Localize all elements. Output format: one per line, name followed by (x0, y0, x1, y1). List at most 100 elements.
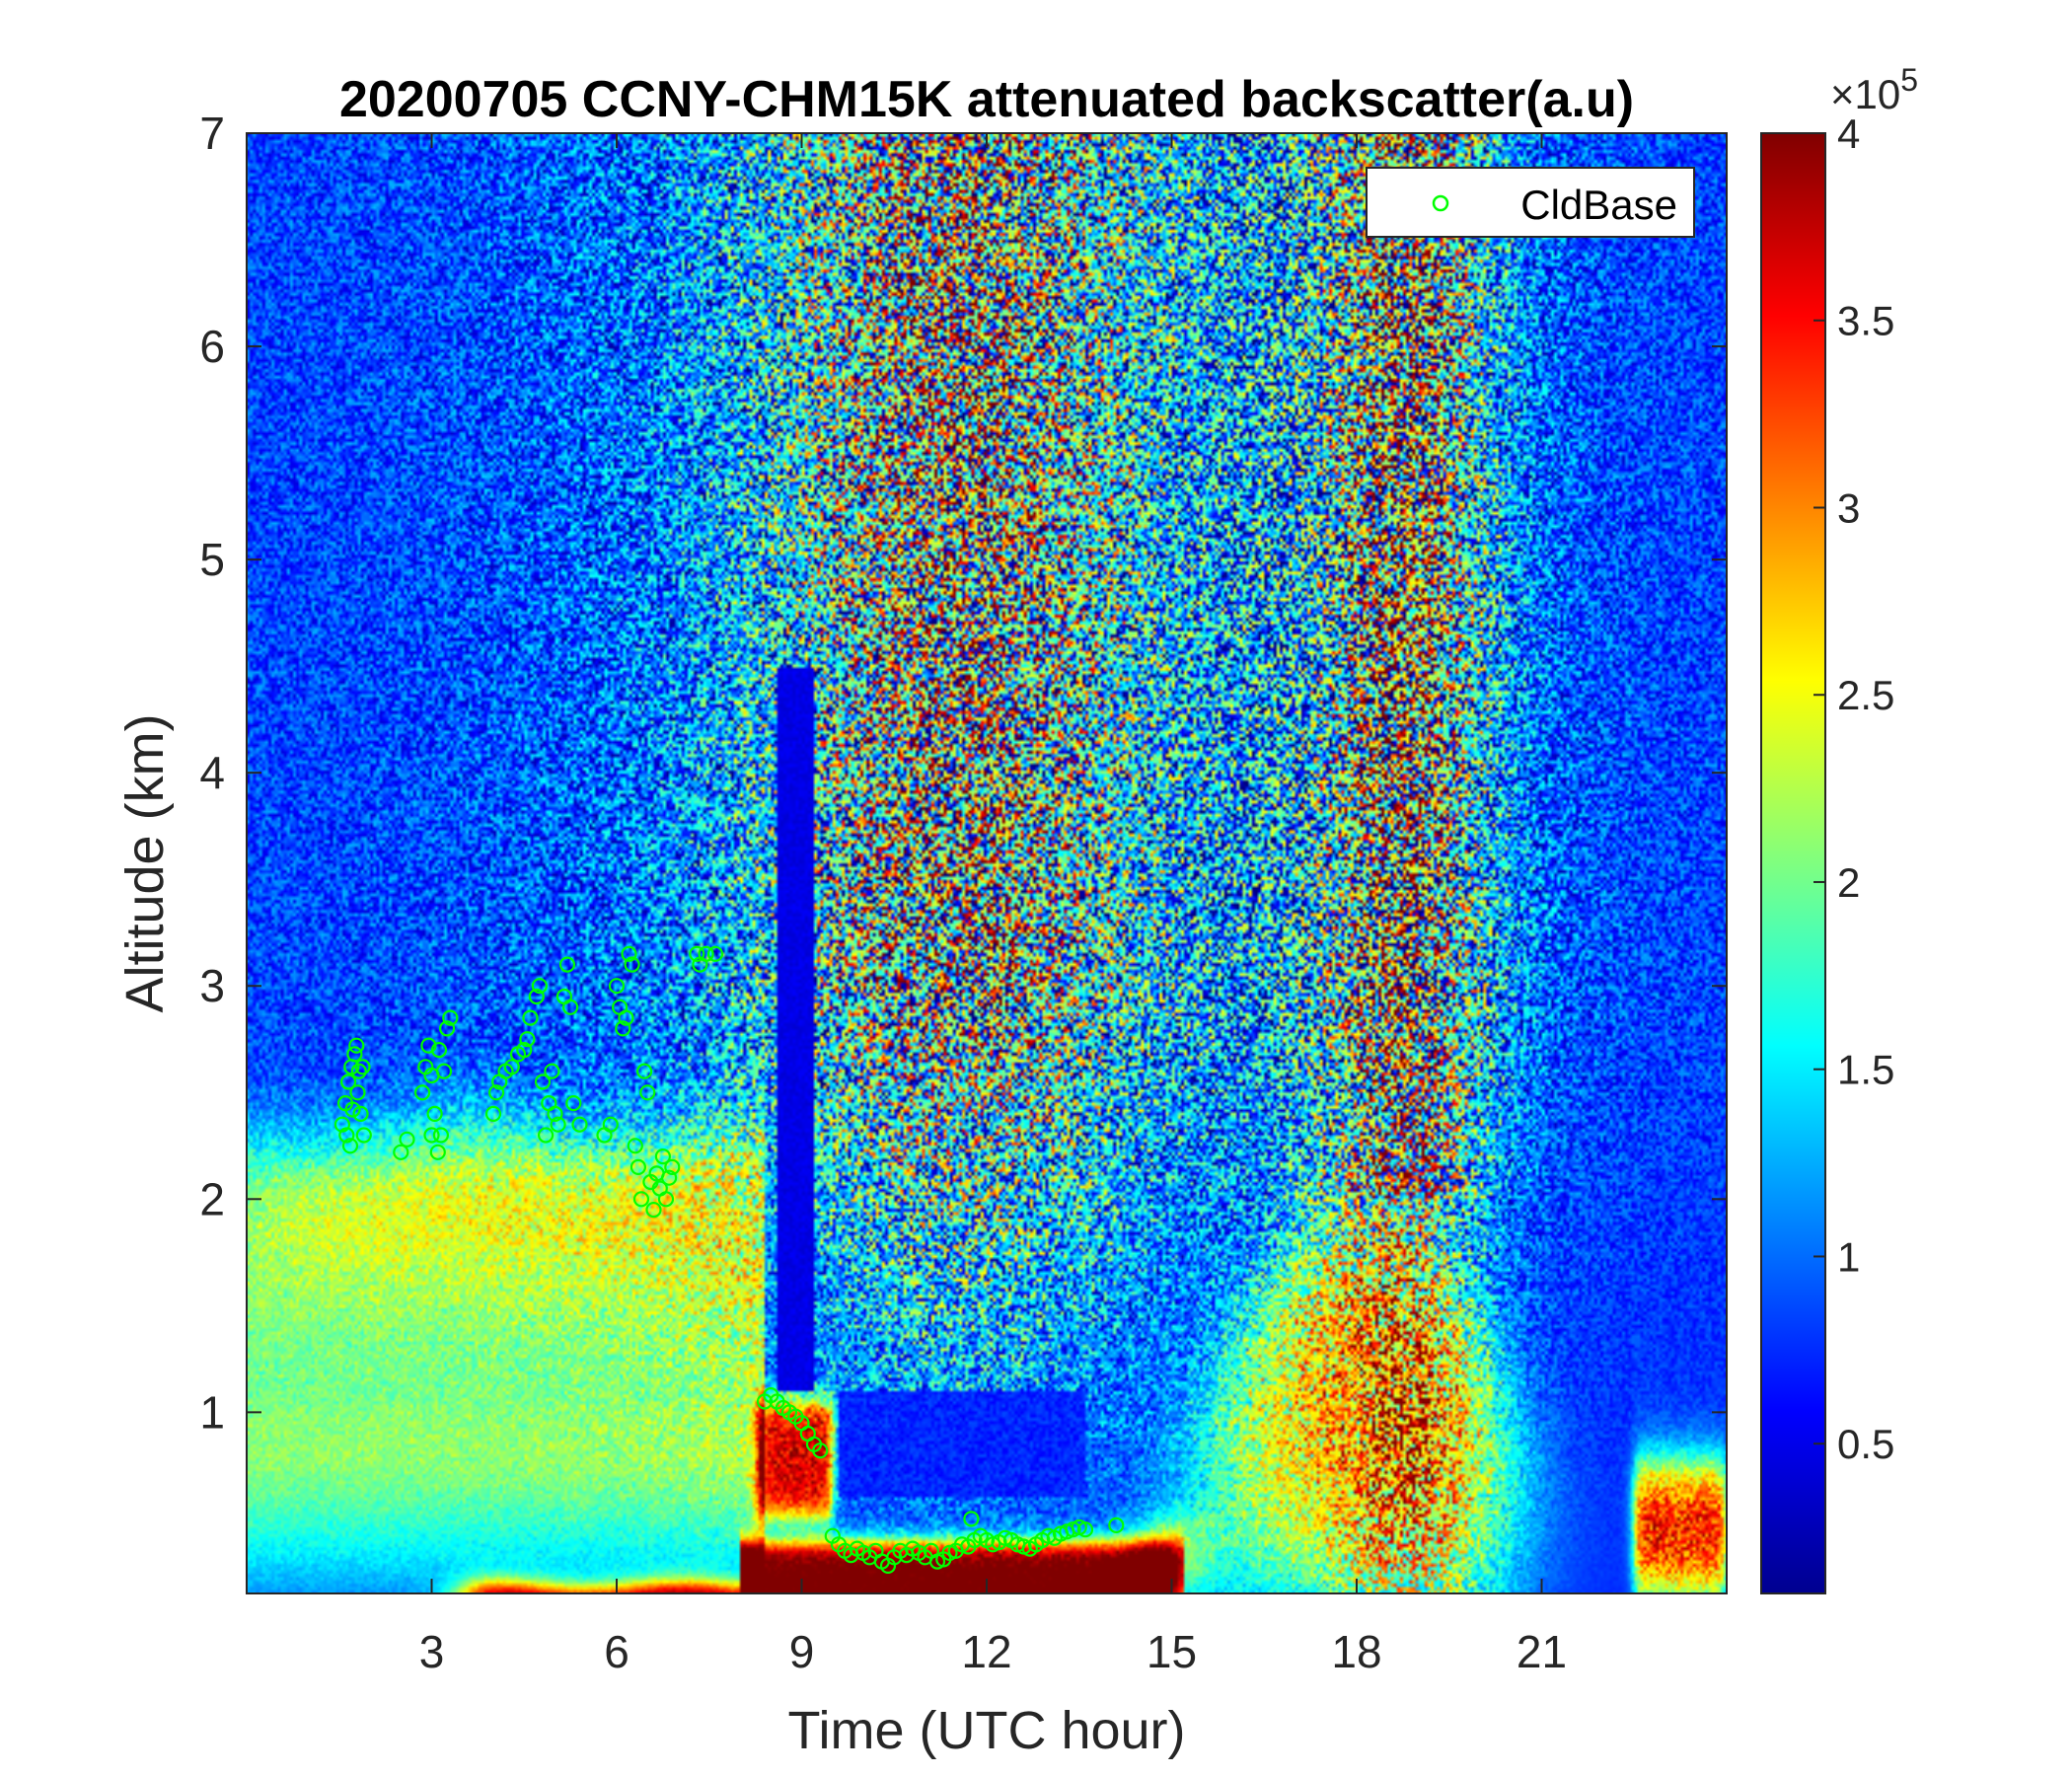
y-tick-label: 3 (199, 960, 225, 1011)
cloud-base-point (602, 1116, 619, 1133)
cloud-base-point (528, 988, 545, 1005)
cloud-base-point (414, 1084, 431, 1101)
chart-title: 20200705 CCNY-CHM15K attenuated backscat… (339, 71, 1634, 128)
cloud-base-point (657, 1191, 675, 1208)
cloud-base-point (519, 1031, 536, 1048)
cloud-base-point (689, 945, 705, 962)
cloud-base-point (618, 1009, 634, 1026)
colorbar-tick-label: 1.5 (1837, 1047, 1894, 1093)
legend-box (1366, 167, 1695, 238)
x-tick-label: 3 (419, 1626, 445, 1677)
cloud-base-point (484, 1105, 502, 1123)
colorbar-tick-label: 1 (1837, 1233, 1860, 1280)
backscatter-heatmap (247, 133, 1727, 1593)
x-axis-label: Time (UTC hour) (787, 1701, 1185, 1760)
cloud-base-point (621, 945, 637, 962)
cloud-base-point (615, 1020, 631, 1037)
cloud-base-point (340, 1073, 357, 1090)
y-tick-label: 7 (199, 108, 225, 159)
colorbar-tick-label: 4 (1837, 111, 1860, 157)
cloud-base-point (430, 1041, 448, 1059)
colorbar-exponent: ×105 (1830, 62, 1918, 117)
cloud-base-point (632, 1191, 650, 1208)
y-tick-label: 5 (199, 534, 225, 585)
cloud-base-point (432, 1127, 449, 1144)
cloud-base-point (341, 1138, 359, 1154)
cloud-base-point (550, 1116, 566, 1133)
y-tick-label: 2 (199, 1173, 225, 1224)
x-tick-label: 9 (789, 1626, 815, 1677)
cloud-base-point (706, 945, 724, 962)
cloud-base-point (503, 1059, 520, 1075)
x-tick-label: 18 (1331, 1626, 1381, 1677)
cloud-base-point (664, 1158, 681, 1176)
cloud-base-point (488, 1084, 505, 1101)
cloud-base-markers (333, 945, 1125, 1575)
colorbar-tick-label: 0.5 (1837, 1421, 1894, 1467)
colorbar-tick-label: 3 (1837, 484, 1860, 531)
cloud-base-point (698, 945, 714, 962)
cloud-base-point (534, 1073, 552, 1090)
cloud-base-point (565, 1094, 582, 1112)
cloud-base-point (349, 1084, 366, 1101)
cloud-base-point (355, 1127, 372, 1144)
cloud-base-point (812, 1443, 829, 1459)
cloud-base-point (645, 1201, 662, 1219)
colorbar (1760, 132, 1826, 1594)
cloud-base-point (426, 1105, 443, 1123)
cloud-base-point (571, 1116, 588, 1133)
x-tick-label: 12 (961, 1626, 1011, 1677)
cloud-base-point (420, 1037, 437, 1054)
cloud-base-point (963, 1511, 980, 1527)
cloud-base-point (627, 1138, 643, 1154)
legend-label: CldBase (1520, 182, 1677, 228)
x-tick-label: 15 (1147, 1626, 1197, 1677)
cloud-base-point (354, 1059, 371, 1075)
cloud-base-point (393, 1144, 409, 1160)
cloud-base-point (522, 1009, 539, 1026)
cloud-base-point (516, 1041, 533, 1059)
cloud-base-point (624, 956, 640, 973)
cloud-base-point (348, 1037, 365, 1054)
y-tick-label: 4 (199, 747, 225, 798)
cloud-base-point (333, 1116, 350, 1133)
x-axis: 3 6 9 12 15 18 21 (419, 133, 1567, 1677)
cloud-base-point (423, 1127, 440, 1144)
cloud-base-point (338, 1127, 355, 1144)
colorbar-exponent-base: ×10 (1830, 71, 1900, 117)
cloud-base-point (561, 999, 579, 1015)
cloud-base-point (1108, 1517, 1125, 1534)
cloud-base-point (639, 1084, 656, 1101)
cloud-base-point (344, 1101, 361, 1118)
cloud-base-point (429, 1144, 446, 1160)
cloud-base-point (352, 1105, 369, 1123)
cloud-base-point (399, 1131, 415, 1147)
cloud-base-point (537, 1127, 555, 1144)
cloud-base-point (558, 956, 576, 973)
x-tick-label: 21 (1517, 1626, 1567, 1677)
cloud-base-point (442, 1009, 459, 1026)
cloud-base-point (350, 1063, 367, 1079)
legend-marker (1432, 194, 1449, 212)
cloud-base-point (654, 1147, 672, 1165)
cloud-base-point (1076, 1521, 1094, 1538)
cloud-base-point (544, 1063, 560, 1079)
x-tick-label: 6 (604, 1626, 629, 1677)
colorbar-exponent-power: 5 (1900, 62, 1918, 98)
cloud-base-point (439, 1020, 456, 1037)
cloud-base-point (435, 1063, 453, 1079)
cloud-base-point (629, 1158, 647, 1176)
legend: CldBase (1366, 167, 1695, 238)
y-tick-label: 6 (199, 321, 225, 372)
y-axis: 1 2 3 4 5 6 7 (199, 108, 1727, 1438)
cloud-base-point (660, 1169, 678, 1186)
colorbar-tick-label: 2 (1837, 859, 1860, 906)
y-axis-label: Altitude (km) (115, 713, 175, 1012)
cloud-base-point (635, 1063, 653, 1079)
cloud-base-point (547, 1105, 563, 1123)
colorbar-ticks: 0.5 1 1.5 2 2.5 3 3.5 4 (1813, 111, 1894, 1467)
y-tick-label: 1 (199, 1386, 225, 1438)
colorbar-tick-label: 3.5 (1837, 298, 1894, 344)
colorbar-tick-label: 2.5 (1837, 672, 1894, 718)
